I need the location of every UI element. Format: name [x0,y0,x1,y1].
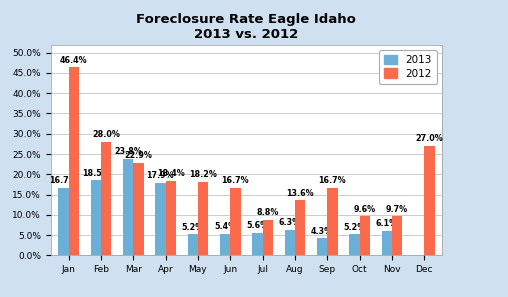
Text: 23.8%: 23.8% [114,148,142,157]
Bar [166,181,176,255]
Text: 46.4%: 46.4% [60,56,87,65]
Text: 22.9%: 22.9% [124,151,152,160]
Bar [392,216,402,255]
Bar [284,230,295,255]
Bar [349,234,360,255]
Bar [58,188,69,255]
Bar [382,231,392,255]
Bar [133,162,144,255]
Bar [69,67,79,255]
Text: 5.2%: 5.2% [343,223,365,232]
Bar [317,238,327,255]
Text: 16.7%: 16.7% [221,176,249,185]
Text: 18.5%: 18.5% [82,169,110,178]
Text: 18.2%: 18.2% [189,170,217,179]
Bar [360,217,370,255]
Text: 4.3%: 4.3% [311,227,333,236]
Text: 18.4%: 18.4% [157,169,184,178]
Text: 13.6%: 13.6% [286,189,314,198]
Bar [123,159,133,255]
Text: 9.7%: 9.7% [386,205,408,214]
Bar [295,200,305,255]
Bar [230,188,241,255]
Text: 5.6%: 5.6% [246,221,268,230]
Bar [252,233,263,255]
Bar [198,181,208,255]
Text: 27.0%: 27.0% [416,135,443,143]
Text: 5.2%: 5.2% [181,223,204,232]
Text: 5.4%: 5.4% [214,222,236,231]
Bar [263,220,273,255]
Text: 8.8%: 8.8% [257,208,279,217]
Text: 6.1%: 6.1% [375,219,398,228]
Bar [155,183,166,255]
Text: 17.9%: 17.9% [147,171,174,180]
Legend: 2013, 2012: 2013, 2012 [379,50,437,84]
Title: Foreclosure Rate Eagle Idaho
2013 vs. 2012: Foreclosure Rate Eagle Idaho 2013 vs. 20… [137,12,356,41]
Bar [327,188,337,255]
Bar [220,233,230,255]
Text: 16.7%: 16.7% [50,176,77,185]
Text: 9.6%: 9.6% [354,205,376,214]
Bar [90,180,101,255]
Text: 6.3%: 6.3% [278,218,301,228]
Bar [424,146,434,255]
Text: 16.7%: 16.7% [319,176,346,185]
Text: 28.0%: 28.0% [92,130,120,140]
Bar [101,142,111,255]
Bar [187,234,198,255]
